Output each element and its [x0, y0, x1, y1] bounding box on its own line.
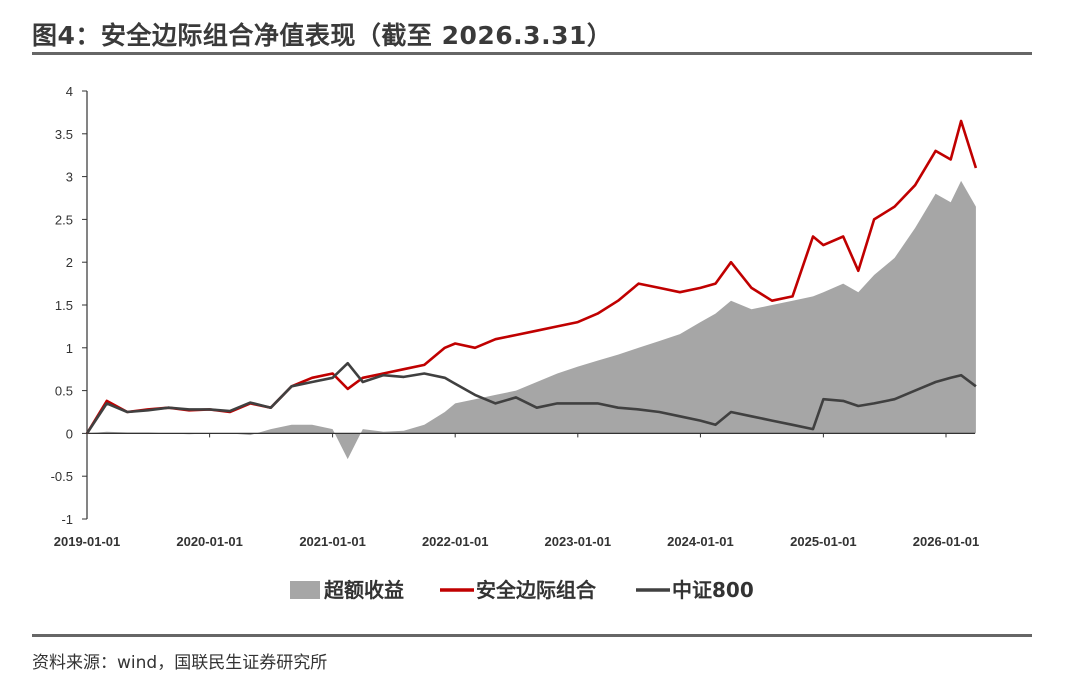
- y-tick-label: -1: [61, 512, 73, 527]
- y-tick-label: -0.5: [51, 469, 73, 484]
- title-divider: [32, 52, 1032, 55]
- y-tick-label: 0: [66, 426, 73, 441]
- legend-label: 超额收益: [323, 578, 404, 602]
- footer-divider: [32, 634, 1032, 637]
- y-tick-label: 2.5: [55, 212, 73, 227]
- chart-svg: -1 -0.5 0 0.5 1 1.5 2 2.5 3 3.5 4 2019-01-01 2020-01…: [51, 84, 980, 602]
- y-tick-label: 0.5: [55, 384, 73, 399]
- legend-label: 中证800: [672, 578, 754, 602]
- chart-title: 图4：安全边际组合净值表现（截至 2026.3.31）: [32, 21, 613, 50]
- y-tick-label: 4: [66, 84, 73, 99]
- x-tick-label: 2024-01-01: [667, 534, 734, 549]
- x-tick-label: 2022-01-01: [422, 534, 489, 549]
- legend-label: 安全边际组合: [476, 578, 597, 602]
- x-tick-label: 2025-01-01: [790, 534, 857, 549]
- y-tick-label: 3.5: [55, 127, 73, 142]
- x-tick-label: 2020-01-01: [176, 534, 243, 549]
- legend-swatch-excess-return: [290, 581, 320, 599]
- y-tick-label: 1: [66, 341, 73, 356]
- x-tick-label: 2023-01-01: [545, 534, 612, 549]
- x-tick-label: 2026-01-01: [913, 534, 980, 549]
- source-note: 资料来源：wind，国联民生证券研究所: [32, 653, 328, 673]
- x-tick-label: 2021-01-01: [299, 534, 366, 549]
- y-tick-label: 1.5: [55, 298, 73, 313]
- series-line-csi800: [85, 361, 977, 435]
- x-tick-label: 2019-01-01: [54, 534, 121, 549]
- series-area-excess-return: [87, 180, 976, 460]
- y-tick-label: 3: [66, 170, 73, 185]
- y-tick-label: 2: [66, 255, 73, 270]
